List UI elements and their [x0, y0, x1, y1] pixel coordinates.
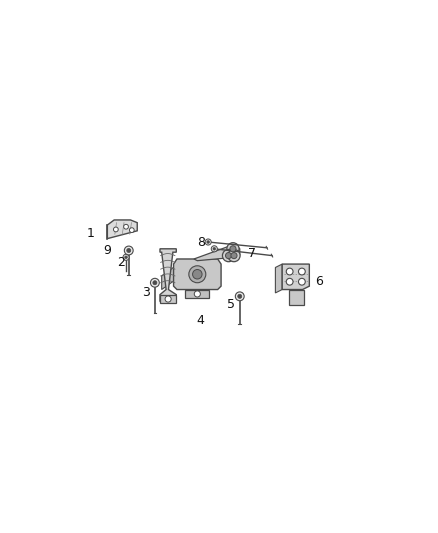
Circle shape — [124, 224, 128, 229]
Circle shape — [205, 239, 211, 245]
Polygon shape — [185, 289, 209, 298]
Circle shape — [151, 278, 159, 287]
Circle shape — [207, 241, 209, 244]
Circle shape — [113, 227, 118, 232]
Circle shape — [286, 268, 293, 275]
Polygon shape — [194, 245, 240, 261]
Text: 3: 3 — [142, 286, 150, 300]
Text: 2: 2 — [117, 256, 125, 269]
Polygon shape — [276, 264, 282, 293]
Circle shape — [124, 246, 133, 255]
Polygon shape — [107, 220, 137, 239]
Circle shape — [193, 270, 202, 279]
Circle shape — [238, 294, 242, 298]
Circle shape — [153, 281, 157, 285]
Circle shape — [127, 248, 131, 253]
Circle shape — [230, 246, 236, 252]
Polygon shape — [162, 268, 173, 289]
Text: 7: 7 — [247, 247, 256, 261]
Text: 1: 1 — [86, 227, 94, 240]
Circle shape — [231, 253, 237, 259]
Text: 6: 6 — [316, 274, 323, 287]
Circle shape — [226, 253, 232, 259]
Text: 8: 8 — [197, 236, 205, 248]
Circle shape — [213, 247, 215, 250]
Circle shape — [227, 243, 239, 255]
Text: 4: 4 — [197, 313, 205, 327]
Circle shape — [165, 296, 171, 302]
Polygon shape — [173, 259, 221, 289]
Text: 9: 9 — [103, 244, 111, 257]
Polygon shape — [282, 264, 309, 289]
Circle shape — [189, 266, 206, 282]
Circle shape — [223, 249, 235, 262]
Circle shape — [228, 249, 240, 262]
Circle shape — [235, 292, 244, 301]
Circle shape — [286, 278, 293, 285]
Polygon shape — [289, 289, 304, 305]
Circle shape — [298, 278, 305, 285]
Circle shape — [194, 291, 200, 297]
Circle shape — [298, 268, 305, 275]
Circle shape — [125, 256, 127, 259]
Polygon shape — [160, 249, 176, 302]
Circle shape — [123, 254, 129, 260]
Text: 5: 5 — [227, 298, 235, 311]
Circle shape — [130, 228, 134, 232]
Polygon shape — [160, 295, 176, 303]
Circle shape — [211, 246, 217, 252]
